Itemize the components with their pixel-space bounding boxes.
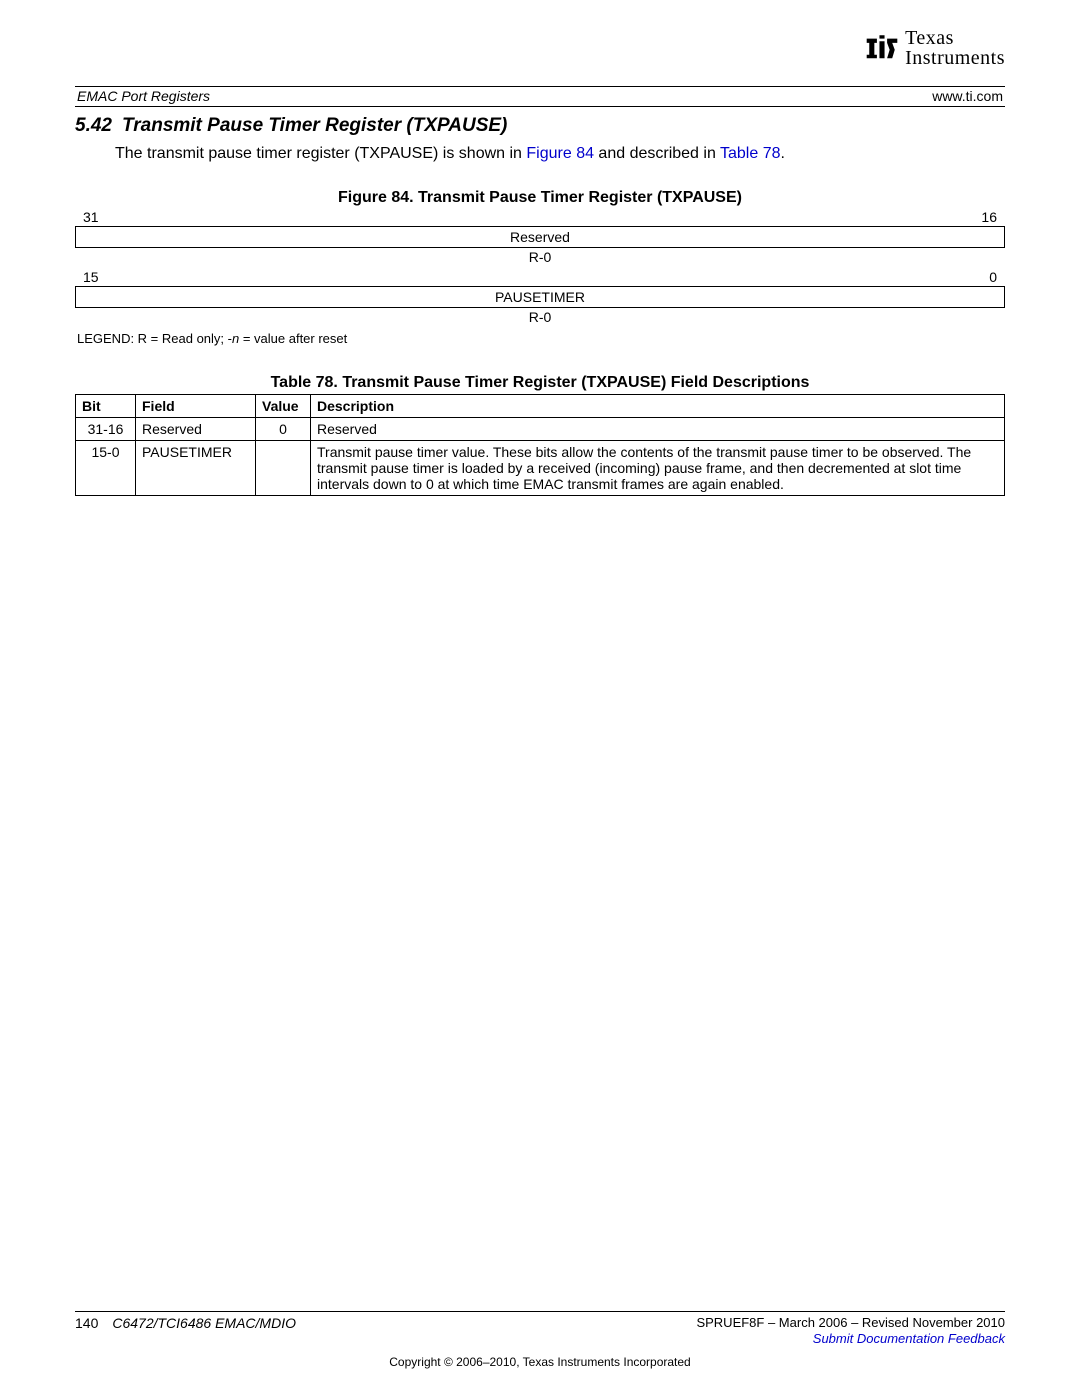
header-left: EMAC Port Registers [77, 88, 210, 104]
legend-pre: LEGEND: R = Read only; - [77, 331, 232, 346]
register-field-name: Reserved [75, 226, 1005, 248]
figure-ref-link[interactable]: Figure 84 [526, 145, 594, 162]
running-header: EMAC Port Registers www.ti.com [75, 88, 1005, 106]
section-heading: 5.42 Transmit Pause Timer Register (TXPAU… [75, 115, 1005, 137]
legend-post: = value after reset [239, 331, 347, 346]
register-field-access: R-0 [75, 308, 1005, 325]
cell-value: 0 [256, 417, 311, 440]
copyright-text: Copyright © 2006–2010, Texas Instruments… [75, 1355, 1005, 1369]
footer-left: 140 C6472/TCI6486 EMAC/MDIO [75, 1315, 296, 1331]
section-number: 5.42 [75, 115, 112, 136]
ti-logo: Texas Instruments [865, 28, 1005, 68]
footer-row: 140 C6472/TCI6486 EMAC/MDIO SPRUEF8F – M… [75, 1315, 1005, 1348]
page-content: Texas Instruments EMAC Port Registers ww… [0, 0, 1080, 496]
table-ref-link[interactable]: Table 78 [720, 145, 781, 162]
feedback-link[interactable]: Submit Documentation Feedback [813, 1331, 1005, 1346]
cell-bit: 15-0 [76, 440, 136, 495]
bit-msb: 15 [83, 269, 99, 285]
col-header-field: Field [136, 394, 256, 417]
footer-right: SPRUEF8F – March 2006 – Revised November… [696, 1315, 1005, 1348]
footer-rule [75, 1311, 1005, 1312]
page-footer: 140 C6472/TCI6486 EMAC/MDIO SPRUEF8F – M… [75, 1311, 1005, 1370]
table-caption: Table 78. Transmit Pause Timer Register … [75, 374, 1005, 392]
doc-title: C6472/TCI6486 EMAC/MDIO [112, 1315, 296, 1331]
brand-line2: Instruments [905, 48, 1005, 68]
cell-field: Reserved [136, 417, 256, 440]
cell-bit: 31-16 [76, 417, 136, 440]
intro-paragraph: The transmit pause timer register (TXPAU… [115, 143, 1005, 165]
register-layout-row-1: 15 0 PAUSETIMER R-0 [75, 269, 1005, 325]
bit-lsb: 16 [981, 209, 997, 225]
bit-msb: 31 [83, 209, 99, 225]
intro-post: . [781, 145, 785, 162]
col-header-bit: Bit [76, 394, 136, 417]
page-number: 140 [75, 1315, 98, 1331]
figure-caption: Figure 84. Transmit Pause Timer Register… [75, 189, 1005, 207]
col-header-value: Value [256, 394, 311, 417]
ti-wordmark: Texas Instruments [905, 28, 1005, 68]
cell-field: PAUSETIMER [136, 440, 256, 495]
bit-lsb: 0 [989, 269, 997, 285]
header-rule-bottom [75, 106, 1005, 107]
ti-symbol-icon [865, 33, 899, 63]
register-field-name: PAUSETIMER [75, 286, 1005, 308]
logo-row: Texas Instruments [75, 28, 1005, 68]
bit-range-row: 15 0 [75, 269, 1005, 285]
bit-range-row: 31 16 [75, 209, 1005, 225]
header-right: www.ti.com [932, 88, 1003, 104]
header-rule-top [75, 86, 1005, 87]
table-row: 31-16 Reserved 0 Reserved [76, 417, 1005, 440]
intro-pre: The transmit pause timer register (TXPAU… [115, 145, 526, 162]
cell-desc: Reserved [311, 417, 1005, 440]
field-description-table: Bit Field Value Description 31-16 Reserv… [75, 394, 1005, 496]
brand-line1: Texas [905, 28, 1005, 48]
cell-desc: Transmit pause timer value. These bits a… [311, 440, 1005, 495]
register-field-access: R-0 [75, 248, 1005, 265]
section-title-text: Transmit Pause Timer Register (TXPAUSE) [122, 115, 507, 136]
col-header-desc: Description [311, 394, 1005, 417]
figure-legend: LEGEND: R = Read only; -n = value after … [77, 331, 1005, 346]
table-row: 15-0 PAUSETIMER Transmit pause timer val… [76, 440, 1005, 495]
table-header-row: Bit Field Value Description [76, 394, 1005, 417]
pub-info: SPRUEF8F – March 2006 – Revised November… [696, 1315, 1005, 1331]
cell-value [256, 440, 311, 495]
register-layout-row-0: 31 16 Reserved R-0 [75, 209, 1005, 265]
intro-mid: and described in [594, 145, 720, 162]
